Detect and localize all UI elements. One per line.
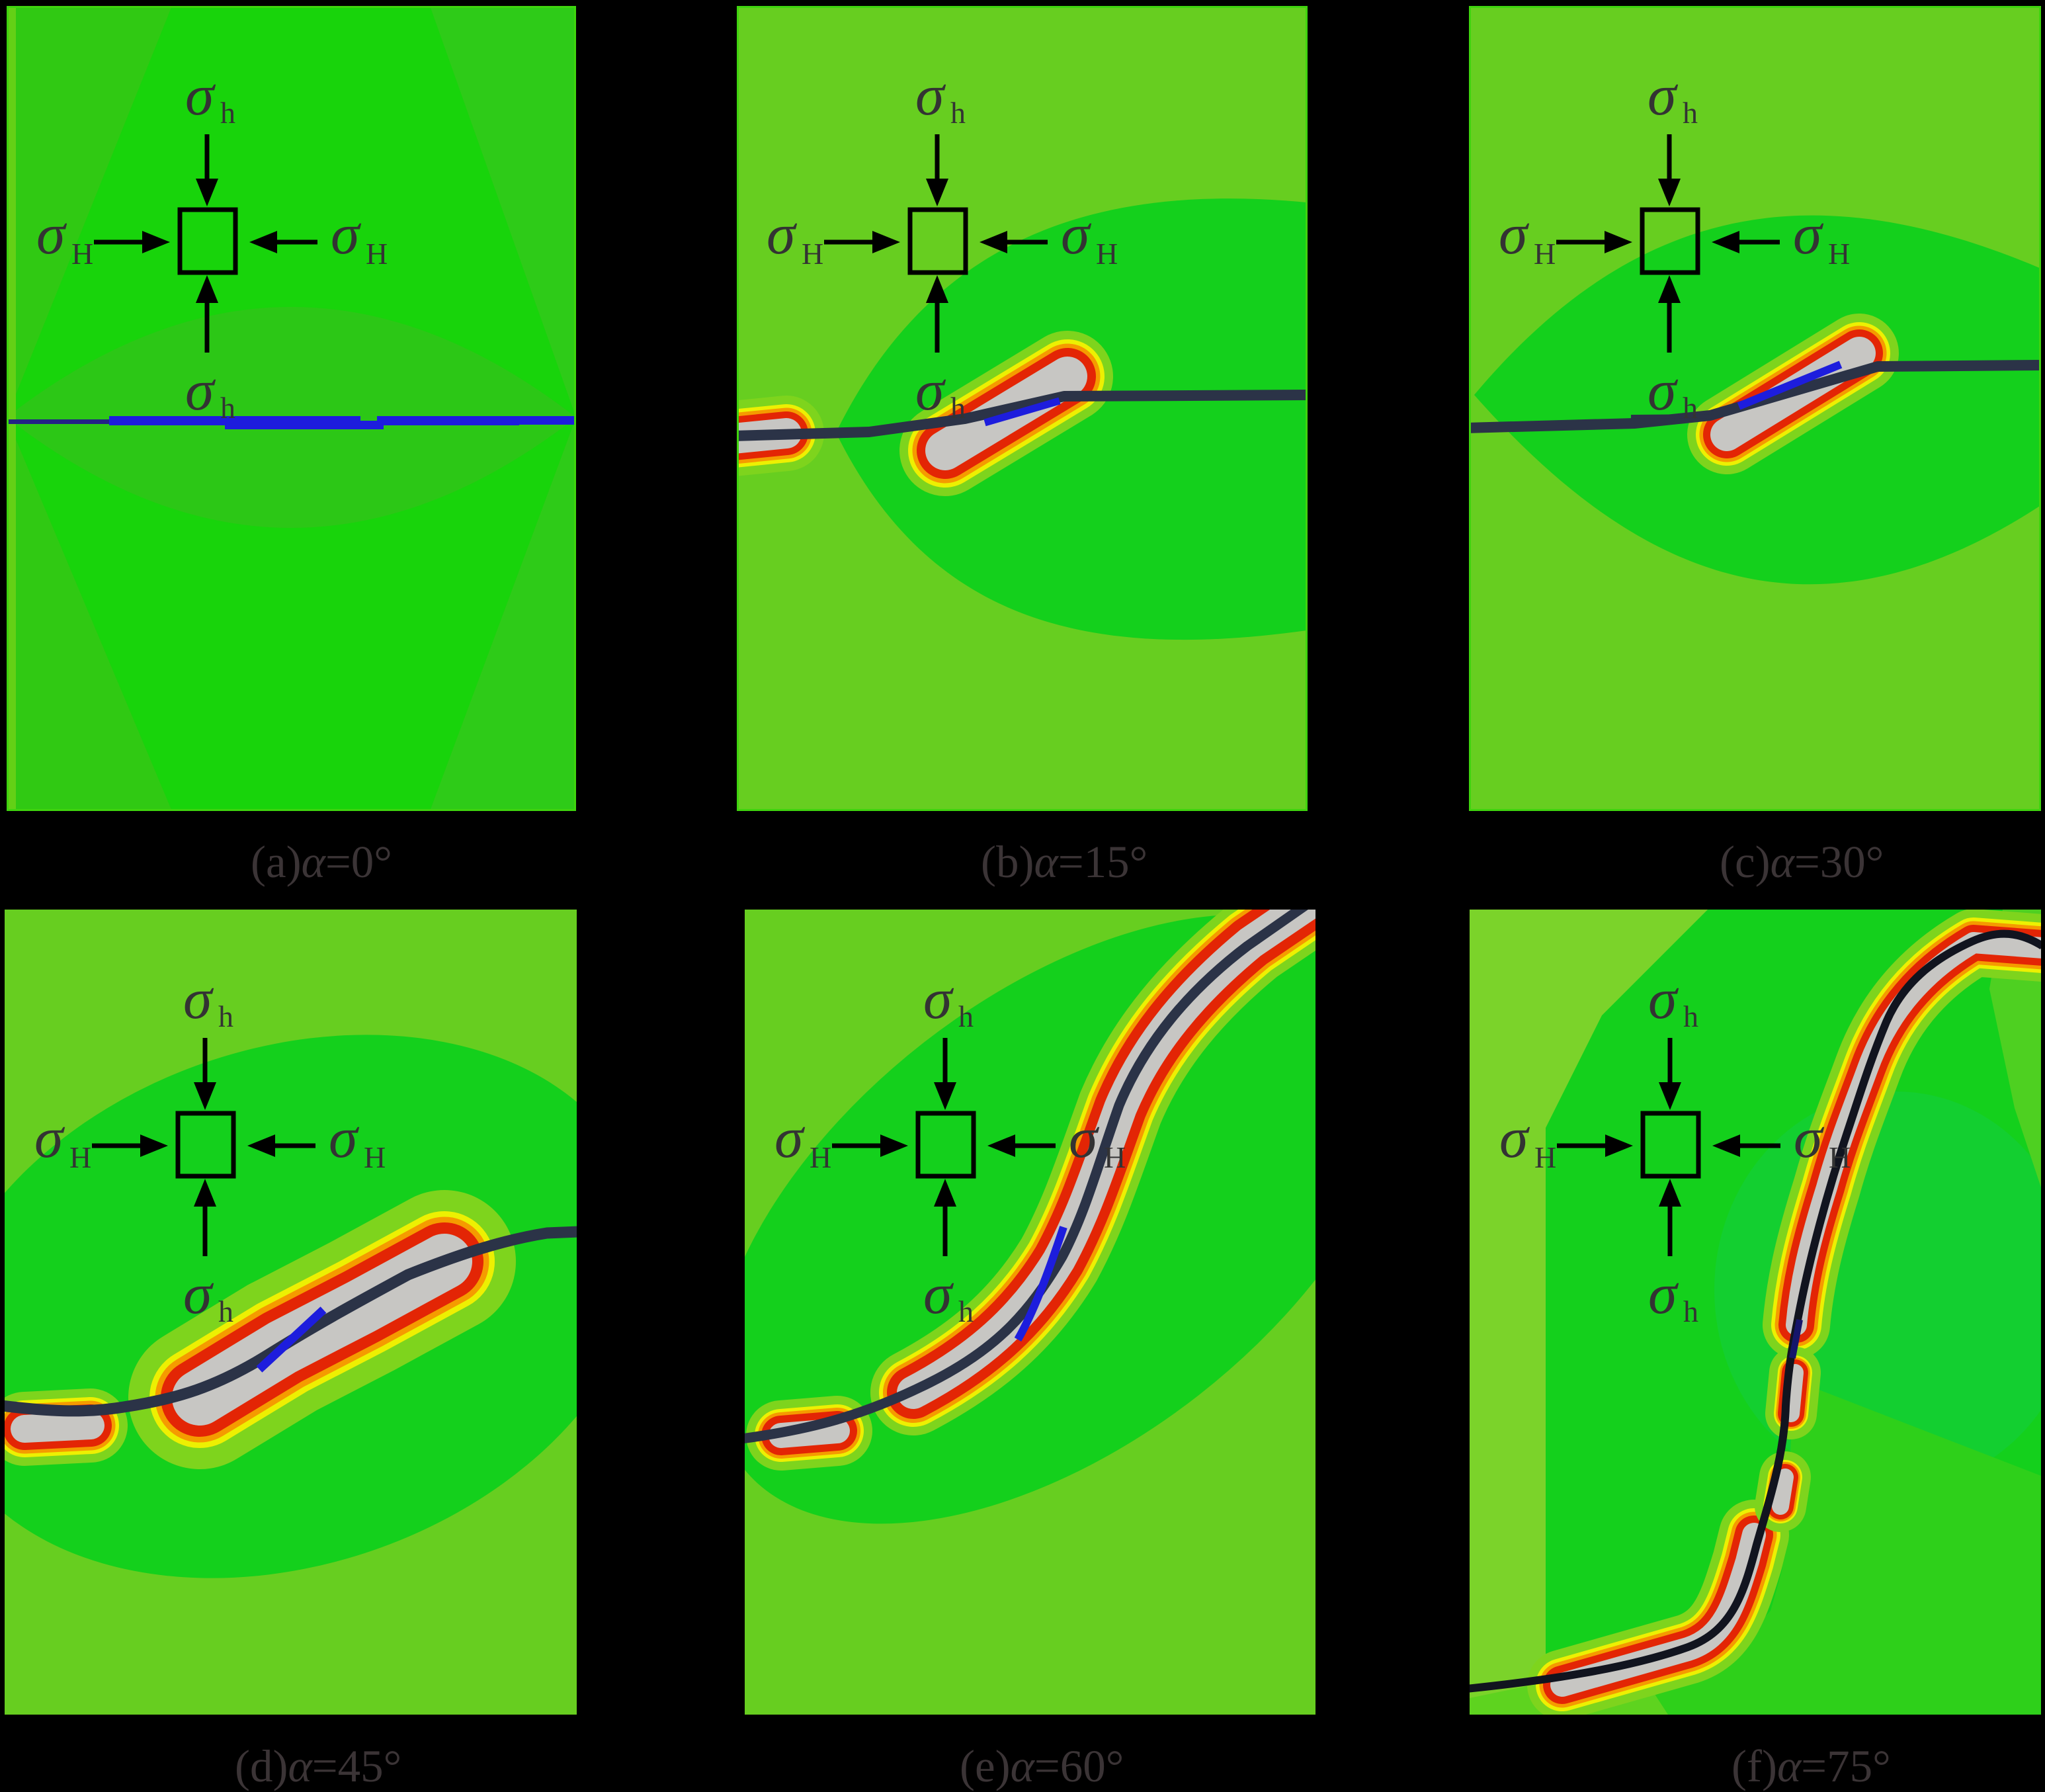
svg-text:H: H	[71, 237, 93, 271]
svg-text:h: h	[1683, 1295, 1698, 1328]
svg-text:h: h	[218, 1295, 233, 1328]
svg-text:h: h	[1683, 1000, 1698, 1033]
svg-text:σ: σ	[1648, 1262, 1679, 1326]
svg-text:h: h	[958, 1000, 974, 1033]
svg-text:σ: σ	[915, 359, 946, 423]
svg-text:σ: σ	[36, 202, 67, 267]
svg-text:σ: σ	[767, 202, 798, 267]
svg-text:σ: σ	[923, 967, 954, 1031]
svg-text:σ: σ	[1648, 359, 1679, 423]
svg-text:σ: σ	[329, 1106, 360, 1170]
svg-text:h: h	[220, 391, 235, 425]
svg-text:H: H	[1104, 1140, 1126, 1174]
svg-text:σ: σ	[1648, 967, 1679, 1031]
svg-text:σ: σ	[1499, 1106, 1530, 1170]
svg-text:σ: σ	[185, 64, 216, 128]
svg-text:H: H	[366, 237, 388, 271]
svg-text:σ: σ	[34, 1106, 65, 1170]
svg-text:H: H	[1534, 237, 1556, 271]
svg-text:H: H	[69, 1140, 91, 1174]
svg-text:σ: σ	[774, 1106, 806, 1170]
svg-text:h: h	[950, 96, 966, 130]
svg-text:H: H	[1534, 1140, 1556, 1174]
svg-text:σ: σ	[1499, 202, 1530, 267]
svg-text:σ: σ	[183, 967, 214, 1031]
svg-text:H: H	[802, 237, 823, 271]
svg-text:h: h	[958, 1295, 974, 1328]
svg-text:H: H	[1096, 237, 1118, 271]
svg-text:σ: σ	[185, 359, 216, 423]
svg-text:σ: σ	[1648, 64, 1679, 128]
svg-text:h: h	[950, 391, 966, 425]
svg-text:H: H	[1829, 1140, 1851, 1174]
svg-text:σ: σ	[1793, 202, 1824, 267]
svg-text:σ: σ	[915, 64, 946, 128]
svg-text:H: H	[1828, 237, 1850, 271]
svg-text:σ: σ	[183, 1262, 214, 1326]
svg-text:σ: σ	[1794, 1106, 1825, 1170]
svg-text:h: h	[1683, 391, 1698, 425]
svg-text:H: H	[364, 1140, 386, 1174]
svg-text:σ: σ	[1069, 1106, 1100, 1170]
svg-text:σ: σ	[331, 202, 362, 267]
svg-text:h: h	[218, 1000, 233, 1033]
svg-text:σ: σ	[923, 1262, 954, 1326]
svg-text:H: H	[810, 1140, 831, 1174]
svg-text:h: h	[220, 96, 235, 130]
svg-text:h: h	[1683, 96, 1698, 130]
svg-text:σ: σ	[1061, 202, 1092, 267]
